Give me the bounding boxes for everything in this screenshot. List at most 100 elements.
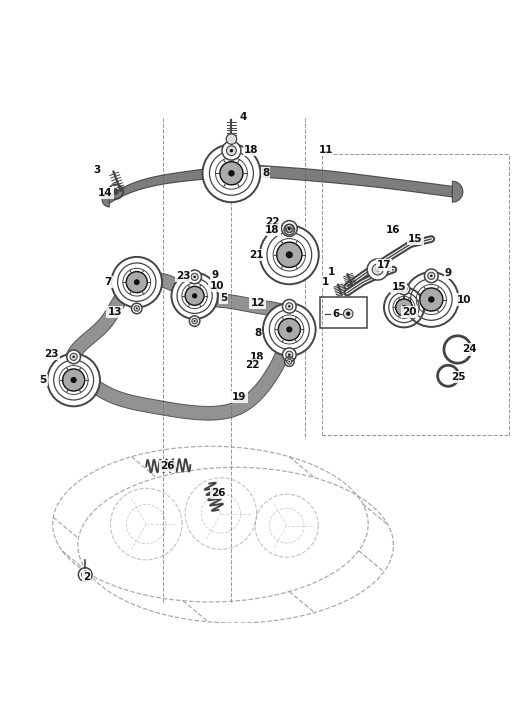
Circle shape xyxy=(287,359,292,364)
Text: 5: 5 xyxy=(220,293,227,303)
Text: 23: 23 xyxy=(44,348,59,359)
Circle shape xyxy=(185,287,204,305)
Circle shape xyxy=(278,318,300,341)
Text: 1: 1 xyxy=(328,266,335,276)
Circle shape xyxy=(226,134,237,144)
Circle shape xyxy=(376,268,380,271)
Text: 11: 11 xyxy=(319,145,333,155)
Circle shape xyxy=(70,354,77,361)
Circle shape xyxy=(67,350,80,364)
Circle shape xyxy=(428,272,435,279)
Circle shape xyxy=(430,274,432,277)
Circle shape xyxy=(288,354,290,356)
Circle shape xyxy=(428,296,434,302)
Text: 22: 22 xyxy=(245,360,260,370)
Circle shape xyxy=(47,354,100,406)
Circle shape xyxy=(288,361,290,362)
Text: 2: 2 xyxy=(83,572,90,582)
Circle shape xyxy=(284,225,295,235)
Text: 16: 16 xyxy=(386,225,401,235)
Text: 9: 9 xyxy=(211,270,218,280)
Circle shape xyxy=(277,242,302,267)
Text: 18: 18 xyxy=(265,225,280,235)
Circle shape xyxy=(222,141,241,160)
Circle shape xyxy=(188,270,201,284)
Circle shape xyxy=(220,162,243,185)
Text: 26: 26 xyxy=(160,462,175,472)
Circle shape xyxy=(84,573,86,576)
Circle shape xyxy=(126,271,147,292)
Circle shape xyxy=(82,571,89,578)
Text: 10: 10 xyxy=(209,282,224,292)
Circle shape xyxy=(285,357,294,366)
Circle shape xyxy=(288,227,291,230)
Circle shape xyxy=(171,273,218,319)
Circle shape xyxy=(384,287,424,328)
Bar xyxy=(320,297,367,328)
Circle shape xyxy=(286,251,293,258)
Text: 10: 10 xyxy=(457,294,471,305)
Text: 22: 22 xyxy=(265,217,280,228)
Circle shape xyxy=(282,300,296,313)
Circle shape xyxy=(192,318,197,324)
Circle shape xyxy=(287,227,292,233)
Circle shape xyxy=(136,307,138,310)
Circle shape xyxy=(286,303,293,310)
Circle shape xyxy=(227,145,236,156)
Text: 23: 23 xyxy=(176,271,190,281)
Text: 12: 12 xyxy=(250,298,265,308)
Circle shape xyxy=(230,149,233,153)
Text: 18: 18 xyxy=(249,352,264,362)
Circle shape xyxy=(189,316,200,326)
Text: 15: 15 xyxy=(408,234,423,244)
Circle shape xyxy=(420,288,443,311)
Circle shape xyxy=(286,351,293,359)
Circle shape xyxy=(372,264,383,275)
Circle shape xyxy=(132,303,142,314)
Circle shape xyxy=(288,229,290,230)
Circle shape xyxy=(70,377,77,383)
Text: 4: 4 xyxy=(239,112,247,122)
Polygon shape xyxy=(102,165,463,207)
Text: 24: 24 xyxy=(462,344,477,354)
Text: 18: 18 xyxy=(244,145,259,155)
Circle shape xyxy=(191,274,198,281)
Circle shape xyxy=(228,170,235,176)
Circle shape xyxy=(78,568,92,582)
Circle shape xyxy=(396,299,412,316)
Text: 9: 9 xyxy=(444,269,452,278)
Circle shape xyxy=(63,369,85,391)
Circle shape xyxy=(286,326,292,333)
Text: 19: 19 xyxy=(232,392,247,402)
Text: 20: 20 xyxy=(402,307,417,317)
Circle shape xyxy=(73,356,75,358)
Circle shape xyxy=(402,305,406,310)
Circle shape xyxy=(194,320,196,322)
Circle shape xyxy=(403,288,405,290)
Circle shape xyxy=(112,257,162,307)
Circle shape xyxy=(404,272,459,327)
Circle shape xyxy=(260,225,319,284)
Circle shape xyxy=(192,293,197,299)
Text: 17: 17 xyxy=(377,261,391,270)
Circle shape xyxy=(281,220,297,236)
Text: 25: 25 xyxy=(451,372,466,382)
Circle shape xyxy=(263,303,316,356)
Circle shape xyxy=(134,279,140,285)
Circle shape xyxy=(194,276,196,278)
Text: 26: 26 xyxy=(211,487,226,498)
Circle shape xyxy=(282,348,296,361)
Text: 14: 14 xyxy=(98,188,113,198)
Text: 3: 3 xyxy=(94,165,101,174)
Circle shape xyxy=(113,189,119,195)
Circle shape xyxy=(401,286,407,292)
Text: 21: 21 xyxy=(249,250,264,260)
Circle shape xyxy=(398,283,410,294)
Text: 7: 7 xyxy=(104,277,112,287)
Circle shape xyxy=(346,312,350,316)
Circle shape xyxy=(424,269,438,283)
Circle shape xyxy=(367,259,388,280)
Text: 13: 13 xyxy=(107,307,122,317)
Circle shape xyxy=(203,144,260,202)
Circle shape xyxy=(288,305,290,307)
